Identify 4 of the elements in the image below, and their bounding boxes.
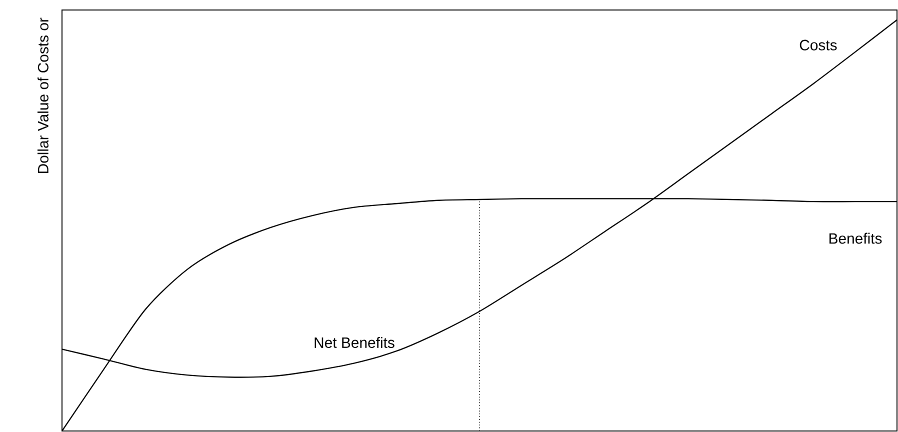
- series-label: Costs: [800, 40, 837, 50]
- text: Benefits: [829, 232, 882, 244]
- y-axis-title: Dollar Value of Costs or: [38, 18, 48, 173]
- annotation: Net Benefits: [314, 336, 394, 348]
